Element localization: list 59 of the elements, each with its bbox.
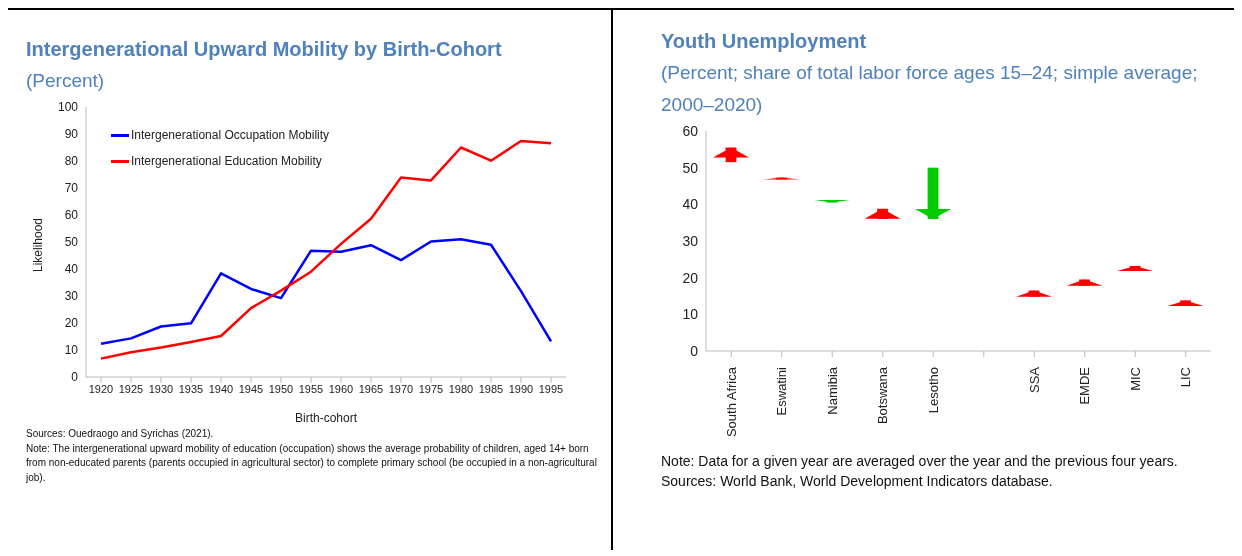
y-tick-label: 70 <box>64 181 79 196</box>
x-tick-label: 1975 <box>418 382 444 395</box>
x-tick-label: 1965 <box>358 382 384 395</box>
x-tick-label: 1920 <box>88 382 114 395</box>
text: Note: The intergenerational upward mobility of education (occupation) shows the average probability of children, aged 14+ born from non-educated parents (parents occupied in agricultural sector) to complete primary school (be occupied in a non-agricultural job). <box>26 441 598 485</box>
line-series <box>99 238 553 346</box>
x-tick-label: LIC <box>1178 367 1194 388</box>
y-tick-label: 60 <box>682 122 699 139</box>
x-tick-label: 1925 <box>118 382 144 395</box>
y-tick-label: 40 <box>682 196 699 213</box>
y-tick-label: 90 <box>64 127 79 142</box>
x-tick-label: 1950 <box>268 382 294 395</box>
bar <box>877 208 888 219</box>
x-tick-label: 1985 <box>478 382 504 395</box>
y-tick-label: 50 <box>682 159 699 176</box>
x-tick-label: 1955 <box>298 382 324 395</box>
x-tick-label: 1990 <box>508 382 534 395</box>
y-tick-label: 20 <box>64 316 79 331</box>
y-tick-label: 80 <box>64 154 79 169</box>
y-axis-title: Likelihood <box>31 217 46 272</box>
x-tick-label: 1930 <box>148 382 174 395</box>
x-tick-label: MIC <box>1127 367 1143 391</box>
x-axis-title: Birth-cohort <box>294 411 358 425</box>
x-tick-label: 1935 <box>178 382 204 395</box>
y-tick-label: 40 <box>64 262 79 277</box>
chart-title: Youth Unemployment <box>661 30 868 53</box>
chart-subtitle: (Percent; share of total labor force ages 15–24; simple average; 2000–2020) <box>661 61 1199 117</box>
x-tick-label: SSA <box>1026 366 1042 394</box>
x-tick-label: Eswatini <box>774 366 790 416</box>
text: Note: Data for a given year are averaged over the year and the previous four years. <box>661 452 1179 471</box>
x-tick-label: 1940 <box>208 382 234 395</box>
x-tick-label: EMDE <box>1077 366 1093 405</box>
y-tick-label: 50 <box>64 235 79 250</box>
source-note: Sources: World Bank, World Development Indicators database. <box>661 472 1054 492</box>
y-tick-label: 100 <box>57 100 79 115</box>
y-tick-label: 0 <box>690 342 699 359</box>
bar <box>1180 300 1191 306</box>
x-tick-label: Botswana <box>875 366 891 425</box>
chart-subtitle: (Percent) <box>26 69 106 93</box>
x-tick-label: Namibia <box>824 366 840 415</box>
y-tick-label: 60 <box>64 208 79 223</box>
y-tick-label: 30 <box>682 232 699 249</box>
chart-title: Intergenerational Upward Mobility by Birth-Cohort <box>26 38 503 61</box>
x-tick-label: 1960 <box>328 382 354 395</box>
y-tick-label: 10 <box>64 343 79 358</box>
y-tick-label: 0 <box>71 370 79 385</box>
x-tick-label: 1945 <box>238 382 264 395</box>
legend-label: Intergenerational Occupation Mobility <box>131 127 330 144</box>
legend-label: Intergenerational Education Mobility <box>131 153 322 170</box>
source-note: Sources: Ouedraogo and Syrichas (2021). <box>26 427 215 441</box>
bar <box>1079 279 1090 286</box>
x-tick-label: 1970 <box>388 382 414 395</box>
x-tick-label: South Africa <box>723 366 739 438</box>
x-tick-label: Lesotho <box>925 367 941 414</box>
x-tick-label: 1995 <box>538 382 564 395</box>
y-tick-label: 30 <box>64 289 79 304</box>
y-tick-label: 20 <box>682 269 699 286</box>
x-tick-label: 1980 <box>448 382 474 395</box>
y-tick-label: 10 <box>682 306 699 323</box>
